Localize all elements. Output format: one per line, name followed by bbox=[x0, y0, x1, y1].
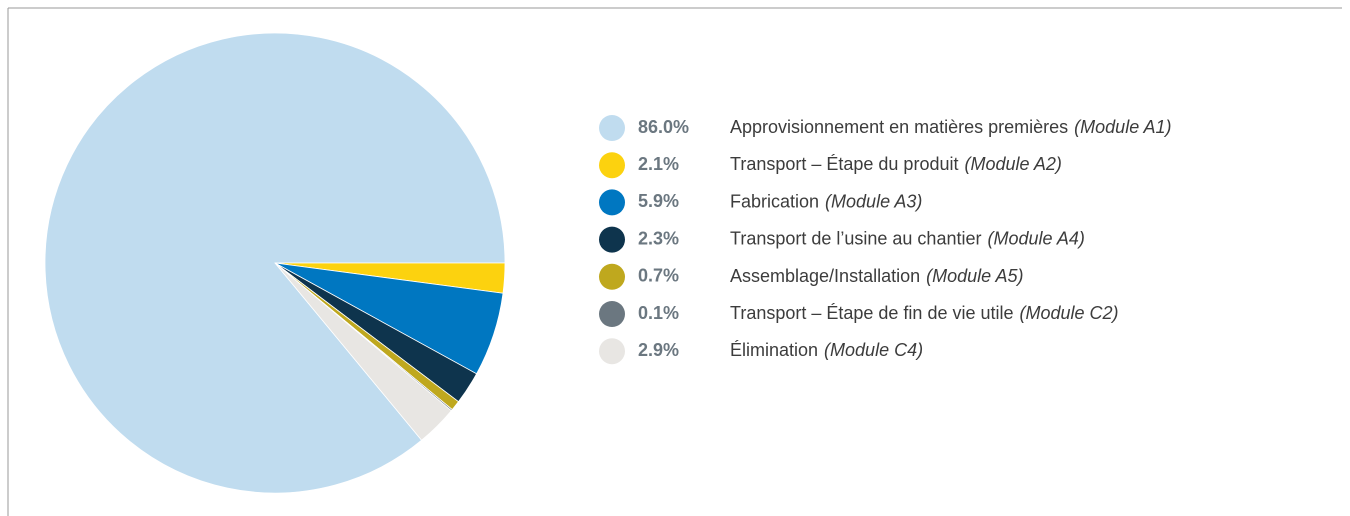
legend-swatch bbox=[599, 263, 625, 290]
legend-value: 2.3% bbox=[638, 228, 679, 248]
legend-value: 0.1% bbox=[638, 303, 679, 323]
legend-swatch bbox=[599, 115, 625, 141]
legend-swatch bbox=[599, 301, 625, 327]
legend-module: (Module C4) bbox=[824, 340, 923, 360]
legend-value: 2.1% bbox=[638, 154, 679, 174]
legend-label: Transport – Étape de fin de vie utile (Mo… bbox=[730, 303, 1119, 323]
legend-value: 0.7% bbox=[638, 266, 679, 286]
legend-swatch bbox=[599, 189, 625, 216]
legend-name: Élimination bbox=[730, 340, 818, 360]
legend-swatch bbox=[599, 338, 625, 365]
legend-value: 5.9% bbox=[638, 191, 679, 211]
legend-value: 86.0% bbox=[638, 117, 689, 137]
pie-slice bbox=[274, 262, 452, 441]
legend-swatch bbox=[599, 152, 625, 179]
legend-swatch bbox=[599, 226, 625, 253]
legend-value: 2.9% bbox=[638, 340, 679, 360]
legend-name: Transport de l’usine au chantier bbox=[730, 228, 981, 248]
legend-module: (Module A3) bbox=[825, 191, 922, 211]
legend-module: (Module C2) bbox=[1020, 303, 1119, 323]
legend-module: (Module A2) bbox=[964, 154, 1061, 174]
legend-name: Approvisionnement en matières premières bbox=[730, 117, 1068, 137]
legend-label: Transport de l’usine au chantier (Module … bbox=[730, 228, 1085, 248]
legend-module: (Module A4) bbox=[987, 228, 1084, 248]
legend-name: Assemblage/Installation bbox=[730, 266, 920, 286]
legend-module: (Module A5) bbox=[926, 266, 1023, 286]
legend-name: Transport – Étape du produit bbox=[730, 154, 958, 174]
legend-label: Transport – Étape du produit (Module A2) bbox=[730, 154, 1062, 174]
legend-name: Fabrication bbox=[730, 191, 819, 211]
legend-label: Élimination (Module C4) bbox=[730, 340, 923, 360]
legend-label: Approvisionnement en matières premières (… bbox=[730, 117, 1172, 137]
legend-label: Fabrication (Module A3) bbox=[730, 191, 922, 211]
legend-name: Transport – Étape de fin de vie utile bbox=[730, 303, 1014, 323]
legend-module: (Module A1) bbox=[1074, 117, 1171, 137]
legend-label: Assemblage/Installation (Module A5) bbox=[730, 266, 1023, 286]
